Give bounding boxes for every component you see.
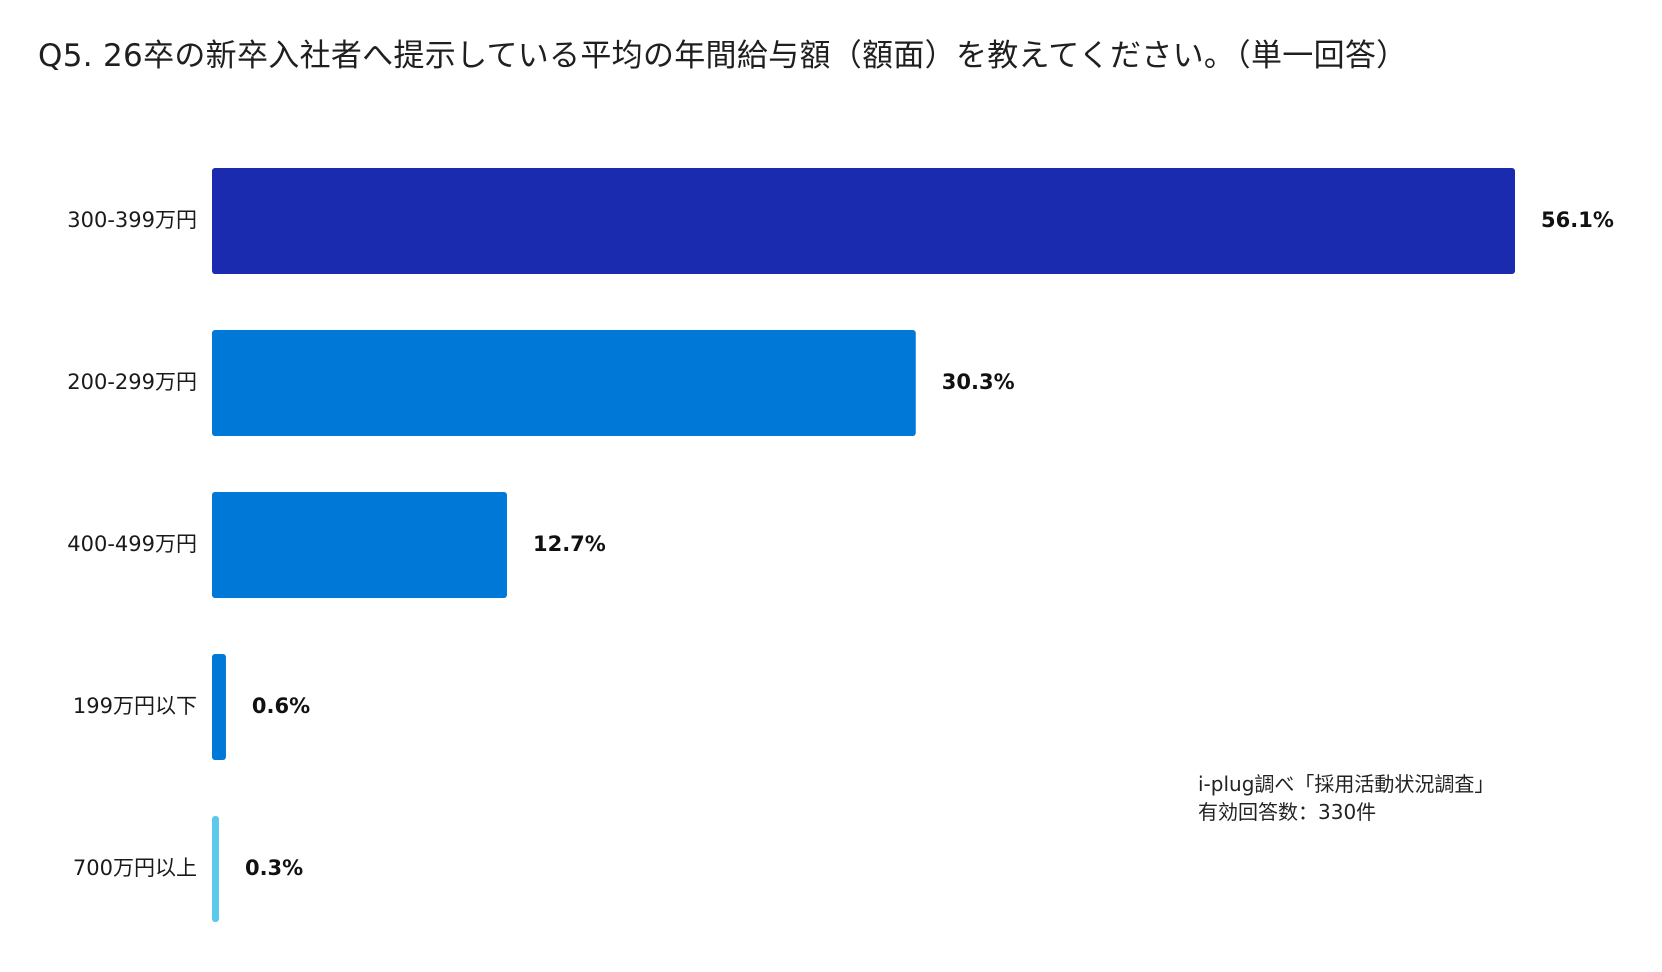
bar-3 [212, 492, 507, 598]
chart-title: Q5. 26卒の新卒入社者へ提示している平均の年間給与額（額面）を教えてください… [38, 38, 1408, 74]
category-label-5: 700万円以上 [73, 856, 197, 880]
source-note-line-1: i-plug調べ「採用活動状況調査」 [1198, 772, 1495, 796]
bars-group [212, 168, 1515, 922]
category-label-2: 200-299万円 [67, 370, 197, 394]
value-labels-group: 56.1% 30.3% 12.7% 0.6% 0.3% [245, 208, 1614, 880]
bar-5 [212, 816, 219, 922]
category-label-1: 300-399万円 [67, 208, 197, 232]
value-label-4: 0.6% [252, 694, 310, 718]
value-label-3: 12.7% [533, 532, 606, 556]
category-labels-group: 300-399万円 200-299万円 400-499万円 199万円以下 700万円以… [67, 208, 197, 880]
bar-1 [212, 168, 1515, 274]
value-label-2: 30.3% [942, 370, 1015, 394]
value-label-5: 0.3% [245, 856, 303, 880]
bar-4 [212, 654, 226, 760]
category-label-3: 400-499万円 [67, 532, 197, 556]
value-label-1: 56.1% [1541, 208, 1614, 232]
source-note-line-2: 有効回答数：330件 [1198, 800, 1377, 824]
bar-2 [212, 330, 916, 436]
category-label-4: 199万円以下 [73, 694, 197, 718]
source-note: i-plug調べ「採用活動状況調査」 有効回答数：330件 [1198, 770, 1494, 826]
